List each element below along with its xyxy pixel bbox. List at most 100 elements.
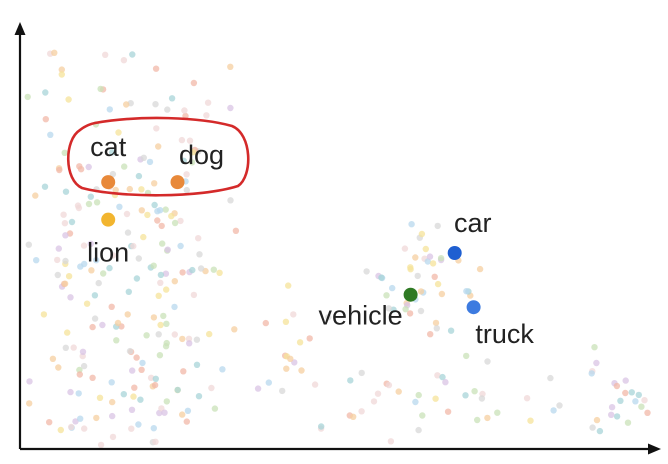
background-point xyxy=(383,292,390,299)
background-point xyxy=(68,423,75,431)
background-point xyxy=(306,335,313,342)
point-lion xyxy=(101,212,116,227)
background-point xyxy=(171,278,178,285)
background-point xyxy=(157,279,164,286)
background-point xyxy=(179,335,186,343)
x-axis-arrow xyxy=(648,443,661,455)
background-point xyxy=(462,392,469,399)
background-point xyxy=(408,221,415,228)
background-point xyxy=(68,218,76,226)
background-point xyxy=(155,143,162,150)
background-point xyxy=(417,307,425,315)
background-point xyxy=(385,381,393,389)
background-point xyxy=(588,370,595,377)
background-point xyxy=(622,377,629,384)
background-point xyxy=(186,137,194,144)
background-point xyxy=(196,251,203,258)
background-point xyxy=(484,358,491,365)
background-point xyxy=(61,280,69,287)
background-point xyxy=(429,260,437,267)
background-point xyxy=(65,96,72,103)
background-point xyxy=(26,378,33,385)
background-point xyxy=(25,241,32,248)
background-point xyxy=(24,93,31,101)
background-point xyxy=(168,212,175,220)
background-point xyxy=(635,391,642,399)
background-point xyxy=(99,321,106,329)
background-point xyxy=(133,275,141,282)
background-point xyxy=(151,180,158,187)
background-point xyxy=(163,339,170,347)
background-point xyxy=(123,101,130,108)
background-point xyxy=(100,270,107,277)
background-points xyxy=(24,49,651,449)
background-point xyxy=(550,407,557,414)
background-point xyxy=(154,217,161,224)
background-point xyxy=(296,339,304,346)
background-point xyxy=(161,409,168,416)
background-point xyxy=(287,355,294,362)
background-point xyxy=(140,154,147,161)
background-point xyxy=(146,158,154,166)
background-point xyxy=(418,230,426,238)
background-point xyxy=(231,326,238,333)
background-point xyxy=(179,411,186,418)
background-point xyxy=(476,265,484,273)
background-point xyxy=(124,229,132,236)
background-point xyxy=(109,412,116,420)
background-point xyxy=(523,395,531,402)
background-point xyxy=(439,373,446,381)
background-point xyxy=(290,311,297,318)
background-point xyxy=(114,319,122,327)
background-point xyxy=(150,425,157,432)
background-point xyxy=(419,412,426,419)
background-point xyxy=(183,418,190,425)
highlight-circle xyxy=(67,116,250,197)
background-point xyxy=(109,170,117,178)
background-point xyxy=(389,284,396,292)
background-point xyxy=(617,397,624,404)
background-point xyxy=(61,149,68,156)
background-point xyxy=(622,389,629,397)
background-point xyxy=(89,323,96,331)
background-point xyxy=(378,274,385,281)
label-vehicle: vehicle xyxy=(319,301,403,331)
background-point xyxy=(157,271,165,279)
background-point xyxy=(613,413,621,420)
background-point xyxy=(210,266,217,273)
background-point xyxy=(97,441,105,449)
background-point xyxy=(121,163,128,170)
background-point xyxy=(632,398,639,405)
background-point xyxy=(363,268,370,275)
background-point xyxy=(42,116,49,123)
background-point xyxy=(95,279,102,287)
background-point xyxy=(65,273,73,280)
background-point xyxy=(163,286,170,293)
background-point xyxy=(350,413,357,420)
background-point xyxy=(125,288,132,295)
background-point xyxy=(85,163,92,171)
background-point xyxy=(135,172,143,180)
background-point xyxy=(211,405,219,412)
background-point xyxy=(108,303,115,310)
background-point xyxy=(164,106,171,113)
background-point xyxy=(62,257,69,265)
background-point xyxy=(185,335,193,342)
background-point xyxy=(77,415,84,422)
axes xyxy=(14,22,661,455)
background-point xyxy=(412,398,419,406)
background-point xyxy=(80,242,88,249)
background-point xyxy=(180,368,187,375)
background-point xyxy=(171,303,178,311)
background-point xyxy=(484,414,491,422)
background-point xyxy=(219,366,226,373)
background-point xyxy=(589,424,596,431)
background-point xyxy=(89,374,96,381)
background-point xyxy=(444,408,452,415)
background-point xyxy=(325,314,332,321)
point-vehicle xyxy=(403,287,418,302)
background-point xyxy=(395,388,402,395)
background-point xyxy=(76,371,84,378)
background-point xyxy=(596,427,604,435)
background-point xyxy=(163,320,170,327)
